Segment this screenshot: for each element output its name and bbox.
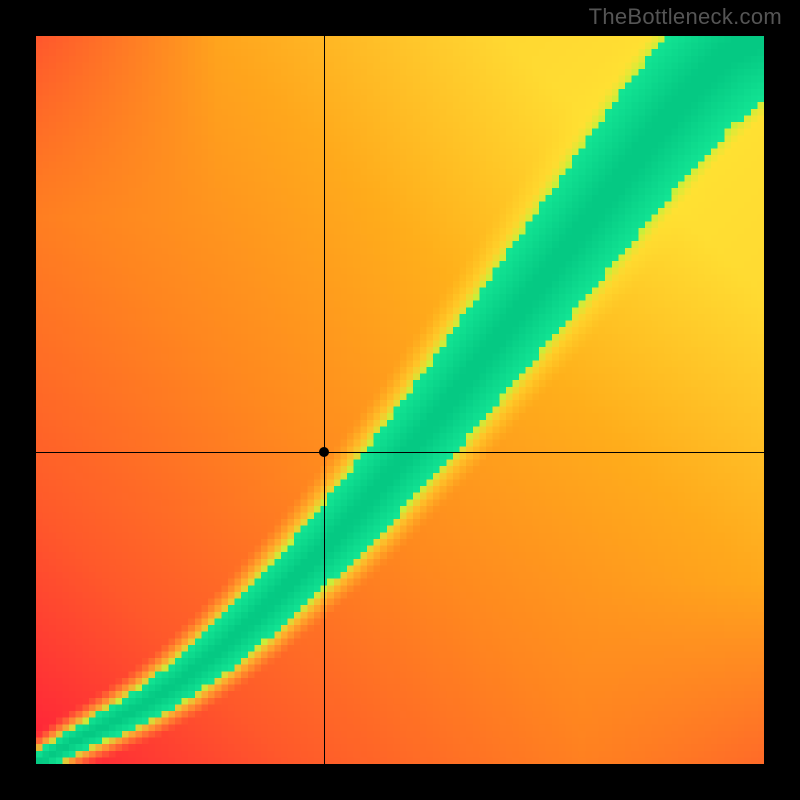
chart-container: TheBottleneck.com: [0, 0, 800, 800]
watermark-text: TheBottleneck.com: [589, 4, 782, 30]
heatmap-canvas: [36, 36, 764, 764]
crosshair-vertical: [324, 36, 325, 764]
crosshair-point: [319, 447, 329, 457]
plot-area: [36, 36, 764, 764]
crosshair-horizontal: [36, 452, 764, 453]
